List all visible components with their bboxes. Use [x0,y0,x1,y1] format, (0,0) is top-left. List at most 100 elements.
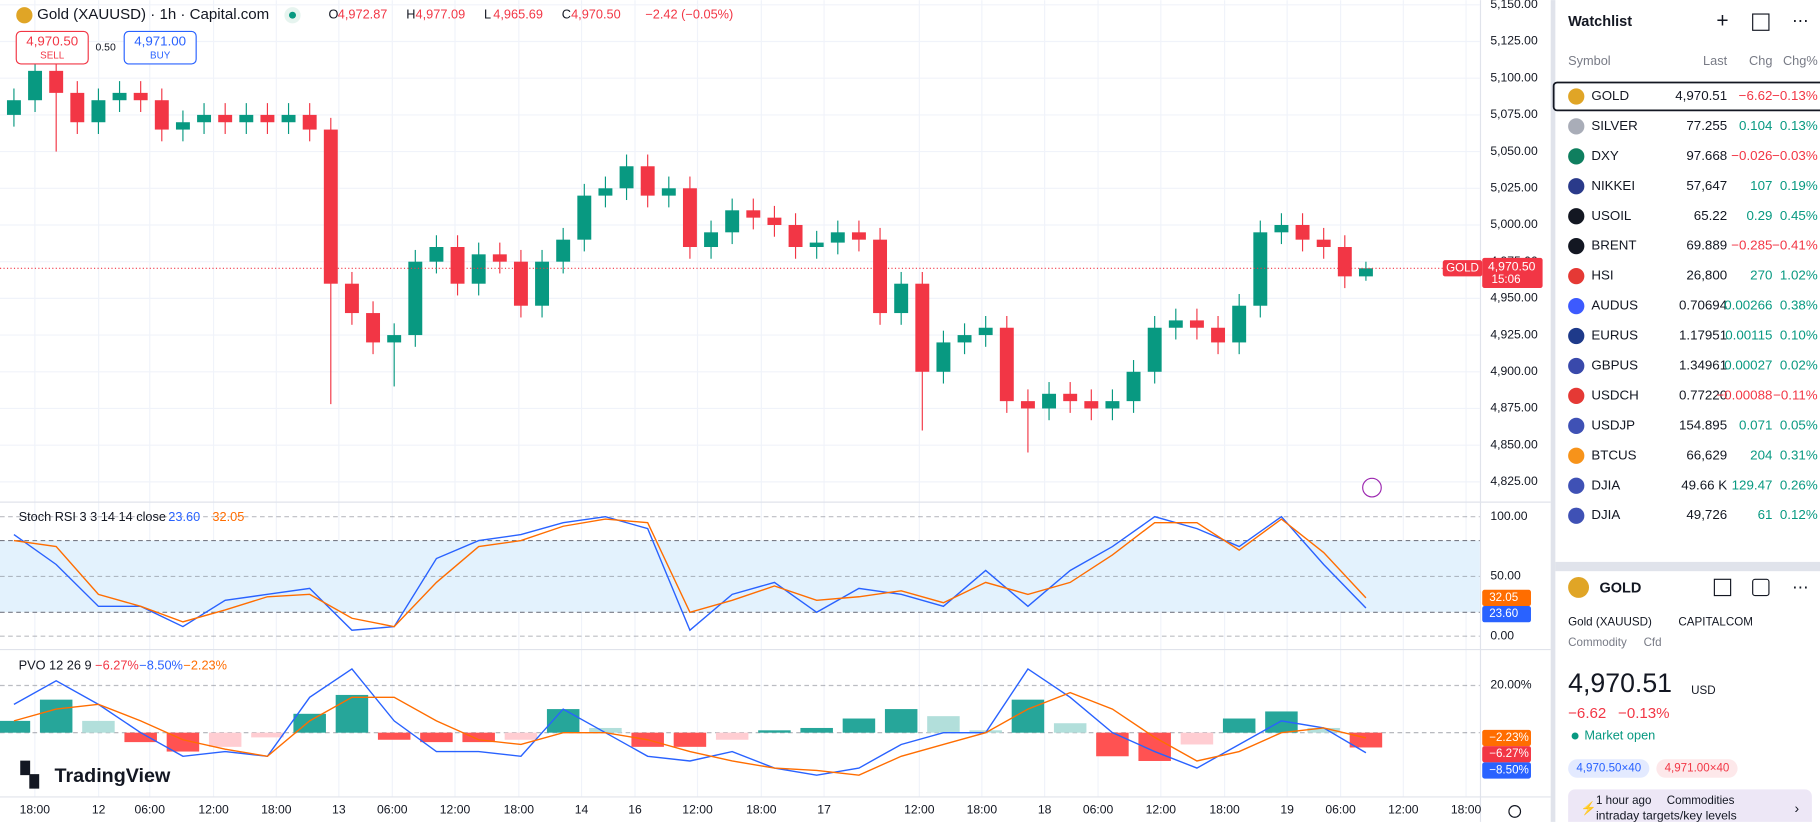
histogram-bar [251,732,284,738]
grid-icon[interactable] [1713,578,1732,597]
more-icon[interactable]: ⋯ [1792,579,1808,597]
y-tick-label: 100.00 [1490,509,1527,523]
news-card[interactable] [1568,789,1812,822]
histogram-bar [927,716,960,733]
candle-body [302,114,317,130]
row-symbol[interactable]: USOIL [1591,208,1631,223]
row-symbol[interactable]: USDJP [1591,417,1635,432]
candle-body [640,166,655,196]
row-symbol[interactable]: USDCH [1591,387,1638,402]
x-tick-label: 06:00 [1325,803,1356,817]
row-last: 66,629 [1686,447,1727,462]
row-symbol[interactable]: EURUS [1591,328,1638,343]
layout-icon[interactable] [1752,13,1770,31]
x-tick-label: 12:00 [904,803,935,817]
value-badge [1482,606,1531,623]
row-symbol[interactable]: GOLD [1591,88,1629,103]
row-last: 57,647 [1686,178,1727,193]
buy-button[interactable] [123,30,197,65]
row-symbol[interactable]: BTCUS [1591,447,1636,462]
spread: 0.50 [95,42,116,53]
candle-body [619,166,634,189]
candle-body [429,247,444,262]
row-last: 97.668 [1686,148,1727,163]
detail-subtype: Cfd [1644,636,1662,649]
ohlc-key: H [406,7,415,22]
detail-category: Commodity [1568,636,1627,649]
row-chg-pct: 0.02% [1780,357,1818,372]
candle-body [535,261,550,306]
detail-change: −6.62 [1568,705,1606,722]
y-tick-label: 5,075.00 [1490,107,1538,121]
candle-body [260,114,275,123]
row-chg: 0.00266 [1724,298,1772,313]
candle-body [851,232,866,240]
watchlist-title[interactable]: Watchlist [1568,14,1632,30]
more-icon[interactable]: ⋯ [1792,12,1808,30]
detail-price: 4,970.51 [1568,668,1672,698]
detail-currency: USD [1691,684,1715,697]
row-symbol[interactable]: AUDUS [1591,298,1638,313]
news-icon: ⚡ [1581,801,1597,817]
candle-body [598,188,613,196]
row-symbol[interactable]: DJIA [1591,507,1620,522]
row-chg-pct: −0.03% [1772,148,1818,163]
candle-body [471,254,486,284]
y-tick-label: 4,825.00 [1490,474,1538,488]
row-last: 4,970.51 [1675,88,1727,103]
histogram-bar [208,732,242,747]
column-header[interactable]: Chg [1749,53,1772,68]
ohlc-change: −2.42 (−0.05%) [645,7,733,22]
ohlc-value: 4,972.87 [338,7,388,22]
alert-icon[interactable] [1362,477,1382,498]
y-tick-label: 50.00 [1490,569,1521,583]
row-symbol[interactable]: DXY [1591,148,1619,163]
histogram-bar [377,732,411,740]
candle-body [387,335,402,343]
column-header[interactable]: Symbol [1568,53,1611,68]
indicator-line [13,691,1367,776]
row-symbol[interactable]: SILVER [1591,118,1637,133]
column-header[interactable]: Chg% [1783,53,1818,68]
row-symbol[interactable]: BRENT [1591,238,1636,253]
add-icon[interactable]: + [1716,10,1728,33]
candle-body [788,224,803,248]
column-header[interactable]: Last [1703,53,1728,68]
news-arrow: › [1794,800,1799,816]
symbol-title[interactable]: Gold (XAUUSD) · 1h · Capital.com [37,6,269,23]
row-last: 0.77220 [1679,387,1727,402]
market-status-dot [289,11,296,19]
sell-button[interactable] [15,30,89,65]
edit-icon[interactable] [1752,578,1770,597]
countdown: 15:06 [1492,273,1521,286]
settings-icon[interactable] [1508,805,1522,818]
price-label: 4,970.50 [1488,259,1536,273]
row-chg-pct: 0.31% [1780,447,1818,462]
candle-body [6,100,21,115]
row-chg: 0.071 [1739,417,1772,432]
candle-body [1253,232,1268,306]
candle-body [1316,239,1331,248]
x-tick-label: 06:00 [377,803,408,817]
histogram-bar [673,732,707,747]
row-icon [1568,118,1585,135]
candle-body [999,327,1014,402]
histogram-bar [546,709,580,733]
x-tick-label: 18:00 [20,803,51,817]
histogram-bar [589,727,622,733]
row-selected[interactable] [1552,81,1820,112]
row-symbol[interactable]: HSI [1591,268,1613,283]
candle-body [197,114,212,123]
value-badge [1482,589,1531,607]
x-tick-label: 18:00 [746,803,777,817]
histogram-bar [884,709,918,733]
row-icon [1568,477,1585,494]
row-symbol[interactable]: GBPUS [1591,357,1638,372]
row-symbol[interactable]: DJIA [1591,477,1620,492]
row-icon [1568,447,1585,464]
y-tick-label: 5,025.00 [1490,181,1538,195]
detail-name[interactable]: Gold (XAUUSD) [1568,615,1652,628]
row-symbol[interactable]: NIKKEI [1591,178,1635,193]
